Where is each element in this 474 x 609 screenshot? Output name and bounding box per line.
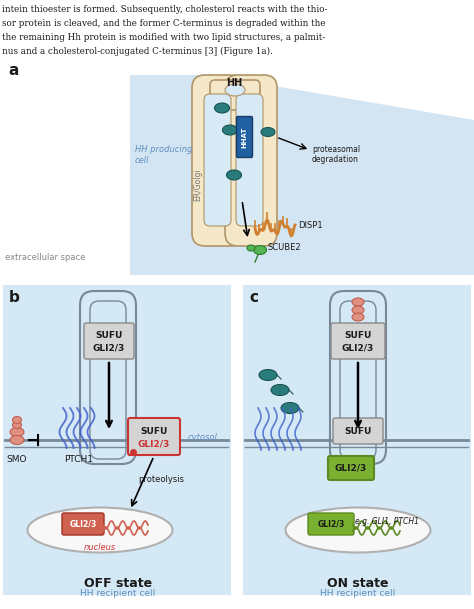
Text: e.g. GLI1, PTCH1: e.g. GLI1, PTCH1 (355, 516, 419, 526)
Text: intein thioester is formed. Subsequently, cholesterol reacts with the thio-: intein thioester is formed. Subsequently… (2, 5, 328, 14)
Text: HH recipient cell: HH recipient cell (320, 589, 396, 598)
Text: SCUBE2: SCUBE2 (268, 244, 301, 253)
Text: GLI2/3: GLI2/3 (318, 519, 345, 529)
Ellipse shape (352, 306, 364, 314)
FancyBboxPatch shape (340, 301, 376, 459)
FancyBboxPatch shape (84, 323, 134, 359)
Text: proteolysis: proteolysis (138, 476, 184, 485)
Text: extracellular space: extracellular space (5, 253, 85, 262)
FancyBboxPatch shape (62, 513, 104, 535)
Text: SUFU: SUFU (344, 426, 372, 435)
FancyBboxPatch shape (80, 291, 136, 464)
Ellipse shape (27, 507, 173, 552)
Ellipse shape (254, 245, 266, 255)
Ellipse shape (352, 313, 364, 321)
Text: GLI2/3: GLI2/3 (335, 463, 367, 473)
Text: proteasomal
degradation: proteasomal degradation (312, 145, 360, 164)
Text: SUFU: SUFU (95, 331, 123, 340)
Text: HHAT: HHAT (241, 126, 247, 148)
Text: SMO: SMO (7, 455, 27, 464)
FancyBboxPatch shape (236, 94, 263, 226)
Text: ON state: ON state (327, 577, 389, 590)
Ellipse shape (222, 125, 237, 135)
Ellipse shape (10, 435, 24, 445)
Text: ER/Golgi: ER/Golgi (193, 169, 202, 202)
Ellipse shape (225, 84, 245, 96)
Ellipse shape (10, 428, 24, 437)
Text: c: c (249, 290, 258, 305)
Text: b: b (9, 290, 20, 305)
Text: nucleus: nucleus (84, 543, 116, 552)
FancyBboxPatch shape (243, 285, 471, 595)
Ellipse shape (247, 245, 255, 251)
Ellipse shape (285, 507, 430, 552)
FancyBboxPatch shape (225, 75, 277, 246)
Text: the remaining Hh protein is modified with two lipid structures, a palmit-: the remaining Hh protein is modified wit… (2, 33, 325, 42)
Ellipse shape (215, 103, 229, 113)
Ellipse shape (281, 403, 299, 414)
FancyBboxPatch shape (3, 285, 231, 595)
FancyBboxPatch shape (128, 418, 180, 455)
FancyBboxPatch shape (90, 301, 126, 459)
Polygon shape (130, 75, 474, 275)
FancyBboxPatch shape (210, 80, 260, 110)
Ellipse shape (259, 370, 277, 381)
Text: HH: HH (226, 78, 242, 88)
FancyBboxPatch shape (192, 75, 244, 246)
Text: cytosol: cytosol (188, 434, 218, 443)
FancyBboxPatch shape (308, 513, 354, 535)
Ellipse shape (12, 417, 21, 423)
Text: sor protein is cleaved, and the former C-terminus is degraded within the: sor protein is cleaved, and the former C… (2, 19, 326, 28)
Ellipse shape (12, 421, 21, 429)
Text: PTCH1: PTCH1 (64, 455, 93, 464)
Text: GLI2/3: GLI2/3 (342, 343, 374, 353)
Text: HH producing
cell: HH producing cell (135, 146, 192, 164)
Text: OFF state: OFF state (84, 577, 152, 590)
FancyBboxPatch shape (237, 116, 253, 158)
FancyBboxPatch shape (333, 418, 383, 444)
Text: GLI2/3: GLI2/3 (138, 440, 170, 448)
Text: SUFU: SUFU (344, 331, 372, 340)
Text: GLI2/3: GLI2/3 (69, 519, 97, 529)
Text: a: a (8, 63, 18, 78)
Ellipse shape (352, 298, 364, 306)
Text: primary
cilium: primary cilium (101, 292, 135, 311)
Ellipse shape (227, 170, 241, 180)
FancyBboxPatch shape (204, 94, 231, 226)
FancyBboxPatch shape (328, 456, 374, 480)
Ellipse shape (261, 127, 275, 136)
Text: HH recipient cell: HH recipient cell (81, 589, 155, 598)
Text: DISP1: DISP1 (298, 220, 323, 230)
Ellipse shape (271, 384, 289, 395)
Text: SUFU: SUFU (140, 428, 168, 437)
Text: nus and a cholesterol-conjugated C-terminus [3] (Figure 1a).: nus and a cholesterol-conjugated C-termi… (2, 47, 273, 56)
FancyBboxPatch shape (330, 291, 386, 464)
Text: GLI2/3: GLI2/3 (93, 343, 125, 353)
FancyBboxPatch shape (331, 323, 385, 359)
